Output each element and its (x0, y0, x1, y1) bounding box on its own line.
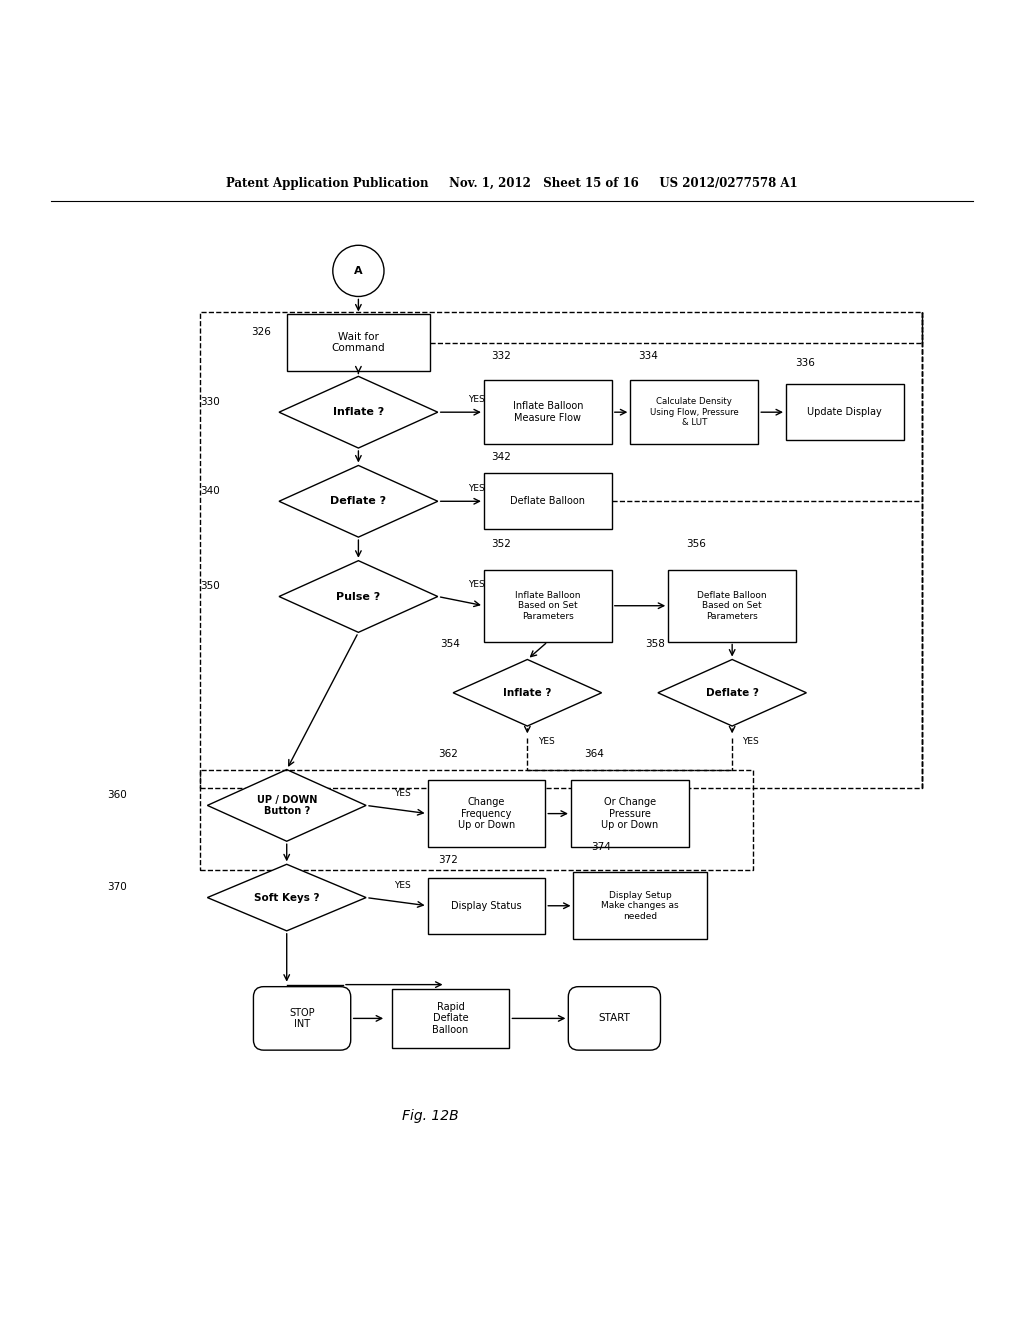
Bar (200, 312, 922, 788)
Text: 364: 364 (584, 750, 603, 759)
FancyBboxPatch shape (428, 878, 545, 935)
FancyBboxPatch shape (573, 873, 707, 939)
Text: 334: 334 (638, 351, 657, 360)
Polygon shape (657, 660, 807, 726)
Text: 374: 374 (591, 842, 610, 853)
Text: STOP
INT: STOP INT (289, 1007, 315, 1030)
Text: Inflate Balloon
Measure Flow: Inflate Balloon Measure Flow (513, 401, 583, 422)
Text: YES: YES (394, 788, 411, 797)
FancyBboxPatch shape (391, 989, 510, 1048)
Text: Fig. 12B: Fig. 12B (401, 1109, 459, 1123)
Text: Deflate Balloon
Based on Set
Parameters: Deflate Balloon Based on Set Parameters (697, 591, 767, 620)
FancyBboxPatch shape (631, 380, 758, 444)
Text: Deflate Balloon: Deflate Balloon (510, 496, 586, 507)
Text: 354: 354 (440, 639, 460, 648)
Text: Wait for
Command: Wait for Command (332, 331, 385, 354)
FancyBboxPatch shape (484, 570, 612, 642)
Text: 356: 356 (686, 540, 706, 549)
Text: 336: 336 (796, 358, 815, 368)
Text: YES: YES (468, 396, 484, 404)
Polygon shape (279, 466, 438, 537)
Text: YES: YES (742, 738, 759, 746)
FancyBboxPatch shape (568, 986, 660, 1051)
Text: A: A (354, 265, 362, 276)
Text: Deflate ?: Deflate ? (706, 688, 759, 698)
Text: Soft Keys ?: Soft Keys ? (254, 892, 319, 903)
Text: Calculate Density
Using Flow, Pressure
& LUT: Calculate Density Using Flow, Pressure &… (650, 397, 738, 428)
Text: Display Setup
Make changes as
needed: Display Setup Make changes as needed (601, 891, 679, 920)
Text: Patent Application Publication     Nov. 1, 2012   Sheet 15 of 16     US 2012/027: Patent Application Publication Nov. 1, 2… (226, 177, 798, 190)
Circle shape (333, 246, 384, 297)
Text: Change
Frequency
Up or Down: Change Frequency Up or Down (458, 797, 515, 830)
Text: YES: YES (468, 484, 484, 494)
FancyBboxPatch shape (484, 473, 612, 529)
Text: Inflate ?: Inflate ? (503, 688, 552, 698)
Text: 362: 362 (438, 750, 458, 759)
Polygon shape (207, 865, 367, 931)
FancyBboxPatch shape (287, 314, 430, 371)
Text: 352: 352 (492, 540, 511, 549)
Text: Inflate ?: Inflate ? (333, 407, 384, 417)
Text: START: START (598, 1014, 631, 1023)
Text: Display Status: Display Status (452, 900, 521, 911)
FancyBboxPatch shape (254, 986, 350, 1051)
Text: 350: 350 (200, 581, 219, 591)
Text: YES: YES (538, 738, 554, 746)
Text: 372: 372 (438, 854, 458, 865)
Text: Update Display: Update Display (808, 407, 882, 417)
Text: UP / DOWN
Button ?: UP / DOWN Button ? (257, 795, 316, 816)
Polygon shape (453, 660, 602, 726)
Text: Rapid
Deflate
Balloon: Rapid Deflate Balloon (432, 1002, 469, 1035)
Text: 370: 370 (108, 882, 127, 892)
Text: 342: 342 (492, 453, 511, 462)
Text: Inflate Balloon
Based on Set
Parameters: Inflate Balloon Based on Set Parameters (515, 591, 581, 620)
Text: 358: 358 (645, 639, 665, 648)
Text: Pulse ?: Pulse ? (336, 591, 381, 602)
Text: 330: 330 (200, 397, 219, 407)
Polygon shape (279, 561, 438, 632)
Text: Or Change
Pressure
Up or Down: Or Change Pressure Up or Down (601, 797, 658, 830)
Bar (200, 770, 753, 870)
Text: 340: 340 (200, 486, 219, 496)
Text: YES: YES (394, 880, 411, 890)
Text: Deflate ?: Deflate ? (331, 496, 386, 507)
Polygon shape (279, 376, 438, 447)
FancyBboxPatch shape (428, 780, 545, 847)
FancyBboxPatch shape (668, 570, 797, 642)
Text: YES: YES (468, 579, 484, 589)
Polygon shape (207, 770, 367, 841)
FancyBboxPatch shape (571, 780, 688, 847)
Text: 360: 360 (108, 791, 127, 800)
FancyBboxPatch shape (786, 384, 903, 441)
FancyBboxPatch shape (484, 380, 612, 444)
Text: 332: 332 (492, 351, 511, 360)
Text: 326: 326 (251, 327, 270, 338)
